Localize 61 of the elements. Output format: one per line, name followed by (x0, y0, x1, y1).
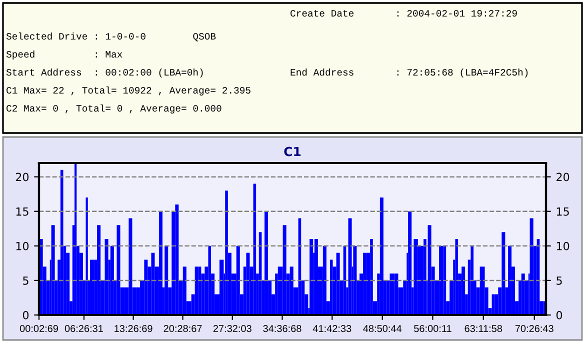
bar (90, 260, 95, 315)
text: End Address : 72:05:68 (LBA=4F2C5h) (290, 68, 528, 78)
y2-tick-label: 10 (556, 242, 570, 250)
bar (116, 225, 120, 315)
bar (428, 225, 432, 315)
bar (502, 232, 506, 315)
bar (164, 246, 168, 315)
x-tick-label: 63:11:58 (464, 324, 502, 332)
y-tick-label: 20 (16, 172, 29, 182)
bar (208, 246, 212, 315)
bar (363, 252, 367, 315)
bar (74, 163, 77, 315)
bar (175, 204, 179, 315)
bar (264, 211, 268, 315)
bar (86, 198, 88, 315)
x-tick-label: 41:42:33 (312, 324, 352, 332)
bar (144, 260, 148, 315)
x-tick-label: 70:26:43 (515, 324, 554, 332)
y-tick-label: 10 (16, 242, 29, 250)
bar (462, 266, 466, 315)
bar (480, 266, 485, 315)
y2-tick-label: 5 (556, 276, 562, 285)
bar (380, 198, 384, 315)
bar (330, 260, 333, 315)
x-tick-label: 00:02:69 (20, 324, 58, 332)
bar (246, 252, 250, 315)
x-tick-label: 48:50:44 (363, 324, 402, 332)
x-tick-label: 34:36:68 (263, 324, 302, 332)
x-tick-label: 56:00:11 (414, 324, 452, 332)
text: Selected Drive : 1-0-0-0 QSOB (6, 32, 216, 42)
bar (470, 246, 474, 315)
bar (521, 274, 525, 315)
bar (151, 252, 155, 315)
x-tick-label: 27:32:03 (213, 324, 252, 332)
bar (439, 246, 444, 315)
text: Create Date : 2004-02-01 19:27:29 (290, 10, 517, 17)
bar (97, 225, 101, 315)
text: C2 Max= 0 , Total= 0 , Average= 0.000 (6, 104, 222, 114)
bar (104, 239, 108, 315)
bar (60, 170, 64, 315)
bar (110, 246, 114, 315)
y-tick-label: 15 (16, 207, 28, 216)
chart-title: C1 (284, 146, 301, 156)
y2-tick-label: 15 (556, 207, 569, 216)
bar (508, 246, 512, 315)
bar (370, 239, 373, 315)
y2-tick-label: 0 (556, 310, 562, 320)
text: Start Address : 00:02:00 (LBA=0h) (6, 68, 203, 78)
x-tick-label: 13:26:69 (114, 324, 152, 332)
bar (455, 239, 458, 315)
x-tick-label: 06:26:31 (64, 324, 103, 332)
text: Speed : Max (6, 50, 122, 60)
text: C1 Max= 22 , Total= 10922 , Average= 2.395 (6, 86, 250, 96)
bar (128, 218, 132, 315)
bar (194, 266, 198, 315)
bar (336, 252, 340, 315)
bar (158, 211, 162, 315)
y-tick-label: 5 (23, 276, 28, 285)
y-tick-label: 0 (22, 310, 29, 320)
x-tick-label: 20:28:67 (164, 324, 202, 332)
y2-tick-label: 20 (556, 172, 570, 182)
